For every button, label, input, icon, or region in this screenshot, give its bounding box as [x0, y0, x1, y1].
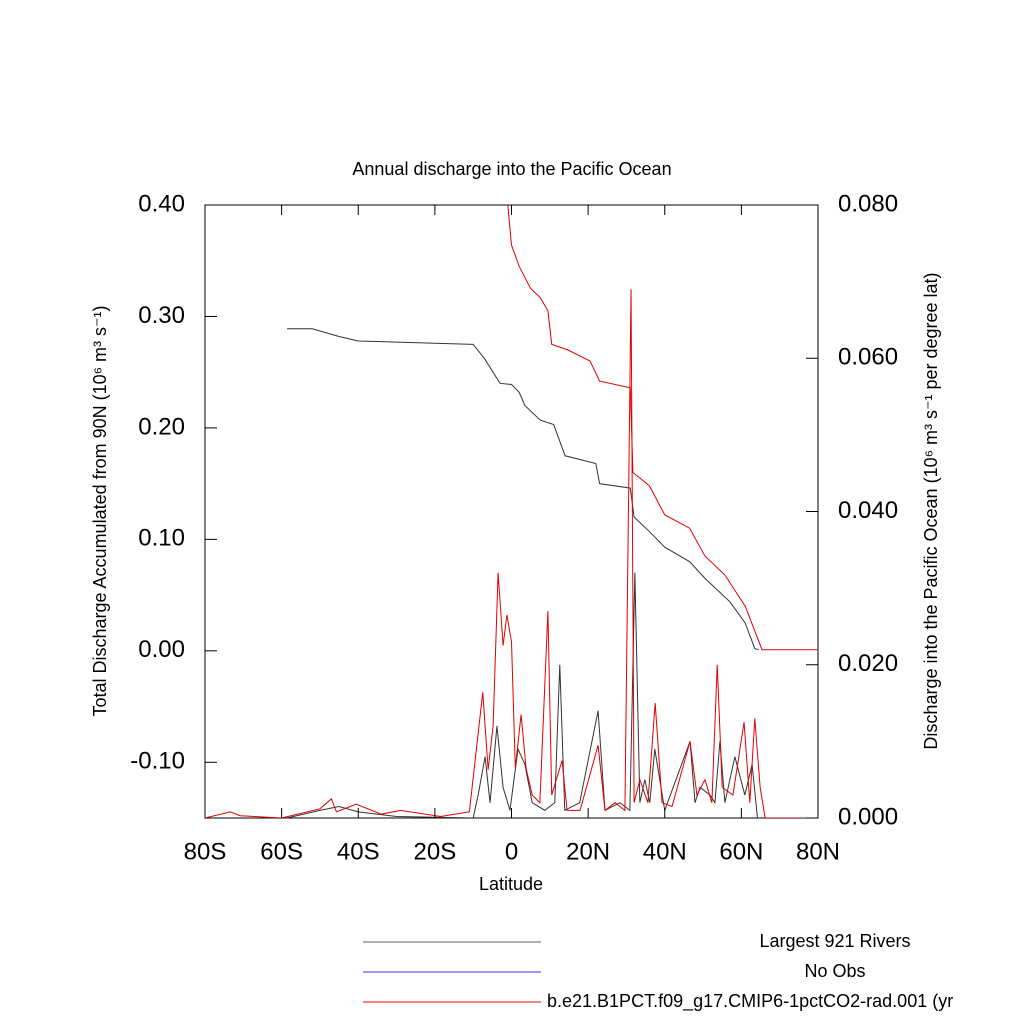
y-tick-label: 0.00 [138, 636, 185, 663]
y-tick-label: 0.40 [138, 190, 185, 217]
series-line [286, 572, 758, 818]
x-tick-label: 80S [184, 838, 227, 865]
series-line [286, 328, 759, 651]
x-tick-label: 20S [414, 838, 457, 865]
y-axis-label: Total Discharge Accumulated from 90N (10… [90, 305, 110, 716]
x-tick-label: 60N [719, 838, 763, 865]
y2-tick-label: 0.000 [838, 803, 898, 830]
x-axis-label: Latitude [479, 874, 543, 894]
y2-tick-label: 0.020 [838, 650, 898, 677]
plot-lines [205, 205, 818, 818]
y-tick-label: 0.20 [138, 413, 185, 440]
series-line [205, 289, 818, 818]
x-tick-label: 40N [643, 838, 687, 865]
legend-label: Largest 921 Rivers [759, 931, 910, 951]
y2-tick-label: 0.060 [838, 344, 898, 371]
plot-frame [204, 204, 819, 819]
y2-tick-label: 0.040 [838, 497, 898, 524]
y2-axis-label: Discharge into the Pacific Ocean (10⁶ m³… [921, 272, 941, 749]
x-tick-label: 40S [337, 838, 380, 865]
x-tick-label: 0 [505, 838, 518, 865]
series-line [507, 205, 818, 651]
y-tick-label: 0.10 [138, 525, 185, 552]
legend-label: b.e21.B1PCT.f09_g17.CMIP6-1pctCO2-rad.00… [547, 991, 953, 1012]
x-tick-label: 20N [566, 838, 610, 865]
y-tick-label: -0.10 [130, 748, 185, 775]
legend-label: No Obs [804, 961, 865, 981]
chart-title: Annual discharge into the Pacific Ocean [352, 159, 671, 179]
x-tick-label: 80N [796, 838, 840, 865]
x-tick-label: 60S [260, 838, 303, 865]
y-tick-label: 0.30 [138, 302, 185, 329]
y2-tick-label: 0.080 [838, 190, 898, 217]
